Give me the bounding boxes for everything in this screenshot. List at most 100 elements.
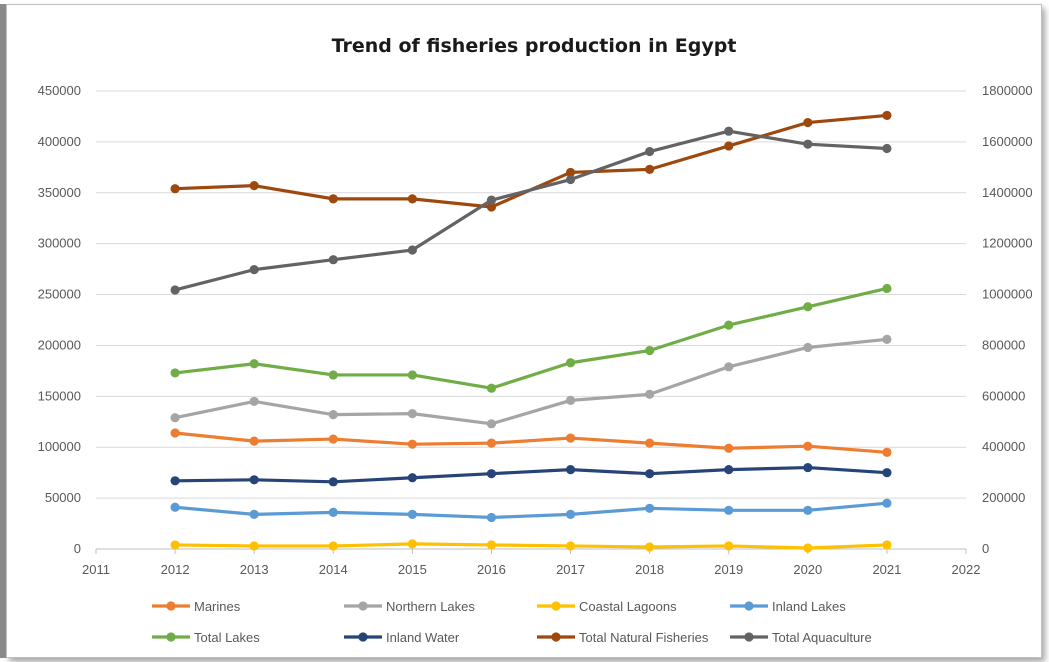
y2-tick-label: 400000 <box>982 439 1025 454</box>
data-point <box>645 164 655 174</box>
data-point <box>565 509 576 519</box>
y2-tick-label: 1600000 <box>982 134 1033 149</box>
data-point <box>724 141 734 151</box>
y2-tick-label: 1800000 <box>982 83 1033 98</box>
data-point <box>486 419 497 429</box>
x-tick-label: 2012 <box>161 562 190 577</box>
legend-label: Total Aquaculture <box>772 630 872 645</box>
legend-item: Inland Water <box>344 630 460 645</box>
data-point <box>645 503 655 513</box>
series-line <box>173 129 889 292</box>
legend-item: Total Natural Fisheries <box>537 630 709 645</box>
x-tick-label: 2017 <box>556 562 585 577</box>
x-tick-label: 2014 <box>319 562 348 577</box>
chart-title: Trend of fisheries production in Egypt <box>332 35 737 57</box>
data-point <box>407 509 417 519</box>
data-point <box>249 436 259 446</box>
data-point <box>803 462 813 473</box>
data-point <box>486 202 497 212</box>
legend-label: Total Natural Fisheries <box>579 630 709 645</box>
legend-marker <box>551 632 561 642</box>
series-line <box>173 542 889 550</box>
data-point <box>170 285 180 295</box>
data-point <box>645 438 655 448</box>
legend-label: Total Lakes <box>194 630 260 645</box>
data-point <box>249 541 259 551</box>
data-point <box>882 110 892 121</box>
y2-tick-label: 1400000 <box>982 185 1033 200</box>
data-point <box>486 540 497 550</box>
legend-label: Inland Water <box>386 630 460 645</box>
series-line <box>173 465 889 484</box>
y-tick-label: 50000 <box>45 490 81 505</box>
y-tick-label: 300000 <box>38 236 81 251</box>
data-point <box>803 117 813 128</box>
data-point <box>407 473 417 483</box>
data-point <box>170 413 180 423</box>
data-point <box>249 265 259 275</box>
data-point <box>486 512 497 523</box>
series-inland-lakes <box>170 498 892 523</box>
data-point <box>882 143 892 154</box>
data-point <box>328 541 338 551</box>
x-tick-label: 2020 <box>793 562 822 577</box>
data-point <box>724 443 734 453</box>
data-point <box>486 438 497 448</box>
x-tick-label: 2021 <box>872 562 901 577</box>
data-point <box>407 539 417 549</box>
legend-item: Marines <box>152 599 241 614</box>
y-tick-label: 450000 <box>38 83 81 98</box>
data-point <box>565 174 576 185</box>
data-point <box>328 507 338 517</box>
data-point <box>803 505 813 515</box>
data-point <box>249 509 259 519</box>
data-point <box>170 540 180 550</box>
data-point <box>565 167 576 178</box>
y2-tick-label: 600000 <box>982 388 1025 403</box>
data-point <box>565 433 576 443</box>
data-point <box>724 465 734 475</box>
data-point <box>407 370 417 380</box>
data-point <box>170 428 180 438</box>
series-total-natural-fisheries <box>170 110 892 212</box>
y2-tick-label: 0 <box>982 541 989 556</box>
data-point <box>565 358 576 368</box>
y-tick-label: 350000 <box>38 185 81 200</box>
data-point <box>565 541 576 551</box>
y2-tick-label: 1000000 <box>982 287 1033 302</box>
axes: 0 50000 100000 150000 200000 250000 300000 3500… <box>38 83 1033 577</box>
data-point <box>645 542 655 552</box>
data-point <box>486 195 497 205</box>
data-point <box>170 476 180 486</box>
data-point <box>645 345 655 356</box>
y-tick-label: 150000 <box>38 388 81 403</box>
data-point <box>645 469 655 479</box>
legend-marker <box>166 632 176 642</box>
data-point <box>882 283 892 294</box>
y-tick-label: 400000 <box>38 134 81 149</box>
series-northern-lakes <box>170 334 892 429</box>
y-tick-label: 100000 <box>38 439 81 454</box>
series-line <box>173 337 889 426</box>
x-tick-label: 2022 <box>952 562 981 577</box>
data-point <box>249 396 259 407</box>
series-line <box>173 431 889 454</box>
x-tick-label: 2013 <box>240 562 269 577</box>
legend-marker <box>744 632 754 642</box>
y-tick-label: 0 <box>74 541 81 556</box>
y-tick-label: 250000 <box>38 287 81 302</box>
legend-label: Marines <box>194 599 241 614</box>
legend-label: Coastal Lagoons <box>579 599 677 614</box>
series-total-lakes <box>170 283 892 393</box>
legend-item: Northern Lakes <box>344 599 475 614</box>
data-point <box>645 146 655 157</box>
data-point <box>170 184 180 194</box>
series-lines <box>170 110 892 553</box>
data-point <box>249 181 259 191</box>
legend-marker <box>166 601 176 611</box>
data-point <box>407 194 417 204</box>
x-tick-label: 2018 <box>635 562 664 577</box>
data-point <box>170 502 180 512</box>
series-coastal-lagoons <box>170 539 892 553</box>
x-tick-label: 2011 <box>82 562 110 577</box>
